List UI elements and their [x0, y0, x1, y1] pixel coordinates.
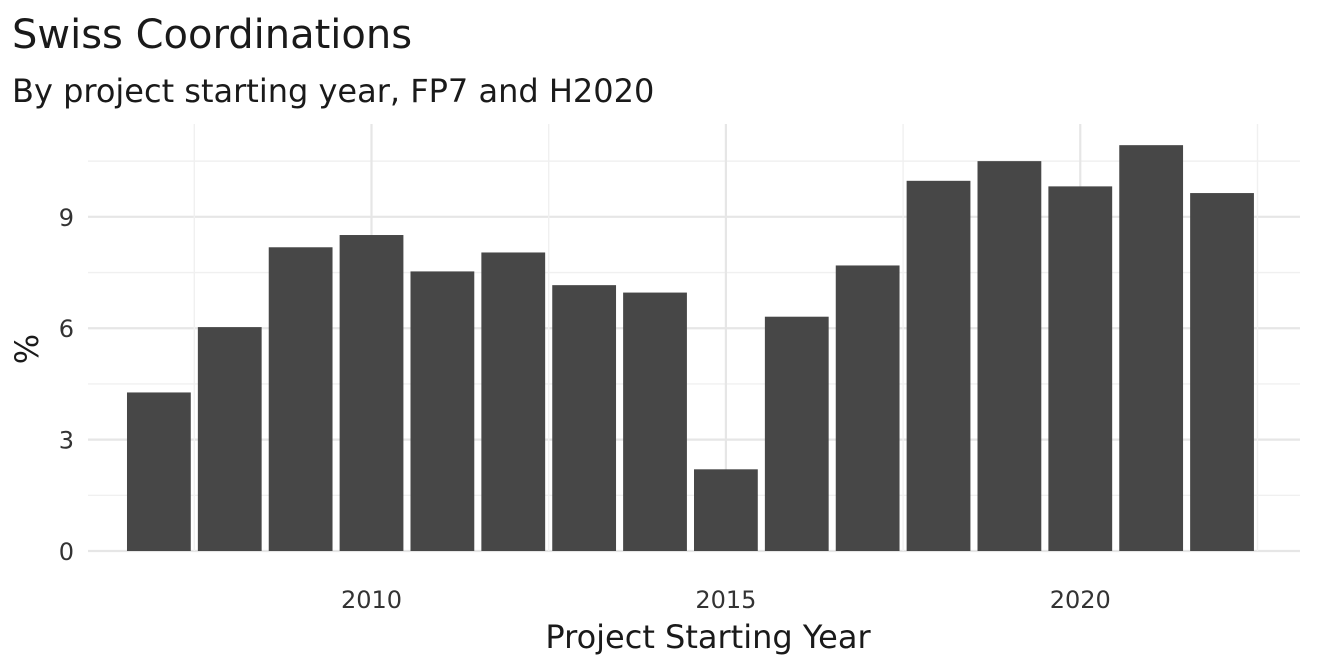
chart-title: Swiss Coordinations	[12, 12, 412, 58]
y-axis-title: %	[8, 334, 46, 364]
x-axis-ticks: 2010 2015 2020	[341, 586, 1111, 614]
y-tick-label: 0	[59, 538, 74, 566]
y-tick-label: 9	[59, 204, 74, 232]
bar-2010	[339, 235, 404, 551]
x-axis-title: Project Starting Year	[545, 618, 871, 656]
y-tick-label: 6	[59, 315, 74, 343]
bar-2015	[694, 469, 758, 551]
bar-2016	[764, 316, 829, 551]
y-tick-label: 3	[59, 427, 74, 455]
bar-2009	[268, 247, 333, 551]
x-tick-label: 2010	[341, 586, 402, 614]
chart-subtitle: By project starting year, FP7 and H2020	[12, 72, 654, 110]
bar-2007	[126, 392, 191, 551]
bar-2013	[552, 285, 617, 551]
bar-2017	[835, 265, 900, 551]
y-axis-ticks: 0 3 6 9	[59, 204, 74, 566]
bar-2022	[1190, 193, 1254, 551]
bar-2012	[481, 252, 546, 551]
x-tick-label: 2020	[1050, 586, 1111, 614]
bar-2018	[906, 180, 971, 551]
bar-2021	[1119, 145, 1184, 551]
bar-2008	[197, 327, 262, 551]
x-tick-label: 2015	[695, 586, 756, 614]
bar-2020	[1048, 186, 1113, 551]
bar-2011	[410, 271, 475, 551]
bars	[126, 145, 1254, 551]
bar-2014	[623, 292, 687, 551]
bar-2019	[977, 161, 1042, 551]
